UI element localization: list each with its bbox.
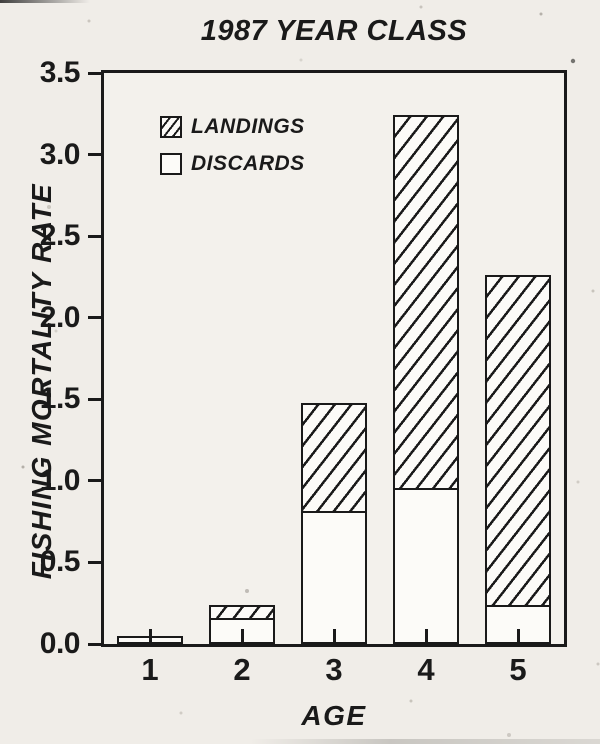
- chart-title: 1987 YEAR CLASS: [200, 15, 468, 47]
- y-tick-label: 2.0: [39, 300, 81, 334]
- y-tick-label: 2.5: [39, 219, 81, 253]
- landings-segment-age-3: [301, 402, 367, 513]
- bar-age-3: [301, 402, 367, 644]
- landings-segment-age-4: [393, 115, 459, 490]
- scan-edge-smudge-bottom: [250, 739, 600, 744]
- y-tick-label: 1.0: [39, 463, 81, 497]
- y-tick: [88, 479, 102, 483]
- plot-area: LANDINGS DISCARDS 0.0 0.5 1.0 1.5 2.0 2.5 3.0 3…: [40, 58, 567, 686]
- x-tick-label-age-2: 2: [233, 652, 251, 687]
- y-tick: [88, 71, 102, 75]
- y-tick: [88, 397, 102, 401]
- legend-item-discards: DISCARDS: [160, 152, 305, 176]
- y-tick-label: 1.5: [39, 382, 81, 416]
- discards-segment-age-4: [393, 487, 459, 644]
- scan-edge-smudge-top: [0, 0, 90, 3]
- discards-segment-age-3: [301, 510, 367, 644]
- y-tick: [88, 234, 102, 238]
- x-tick-age-3: [332, 629, 336, 644]
- x-tick-age-1: [148, 629, 152, 644]
- y-tick-label: 0.5: [39, 545, 81, 579]
- landings-segment-age-2: [209, 604, 275, 621]
- bar-age-4: [393, 115, 459, 644]
- landings-hatch-swatch-icon: [160, 116, 182, 138]
- legend-item-landings: LANDINGS: [160, 115, 305, 139]
- y-tick: [88, 560, 102, 564]
- legend-label-discards: DISCARDS: [191, 152, 305, 175]
- x-tick-label-age-3: 3: [325, 652, 343, 687]
- x-tick-age-2: [240, 629, 244, 644]
- x-tick-label-age-5: 5: [509, 652, 527, 687]
- x-tick-age-5: [516, 629, 520, 644]
- x-tick-age-4: [424, 629, 428, 644]
- discards-open-swatch-icon: [160, 153, 182, 175]
- x-tick-label-age-4: 4: [417, 652, 435, 687]
- x-tick-label-age-1: 1: [141, 652, 159, 687]
- bar-age-5: [485, 275, 551, 644]
- legend: LANDINGS DISCARDS: [160, 115, 305, 176]
- y-tick: [88, 642, 102, 646]
- x-axis-title: AGE: [301, 700, 367, 731]
- y-tick-label: 3.0: [39, 137, 81, 171]
- scan-noise-speckles: [0, 0, 2, 2]
- landings-segment-age-5: [485, 275, 551, 608]
- y-tick: [88, 316, 102, 320]
- y-tick: [88, 153, 102, 157]
- y-tick-label: 3.5: [39, 56, 81, 89]
- legend-label-landings: LANDINGS: [191, 115, 305, 138]
- y-tick-label: 0.0: [39, 627, 81, 660]
